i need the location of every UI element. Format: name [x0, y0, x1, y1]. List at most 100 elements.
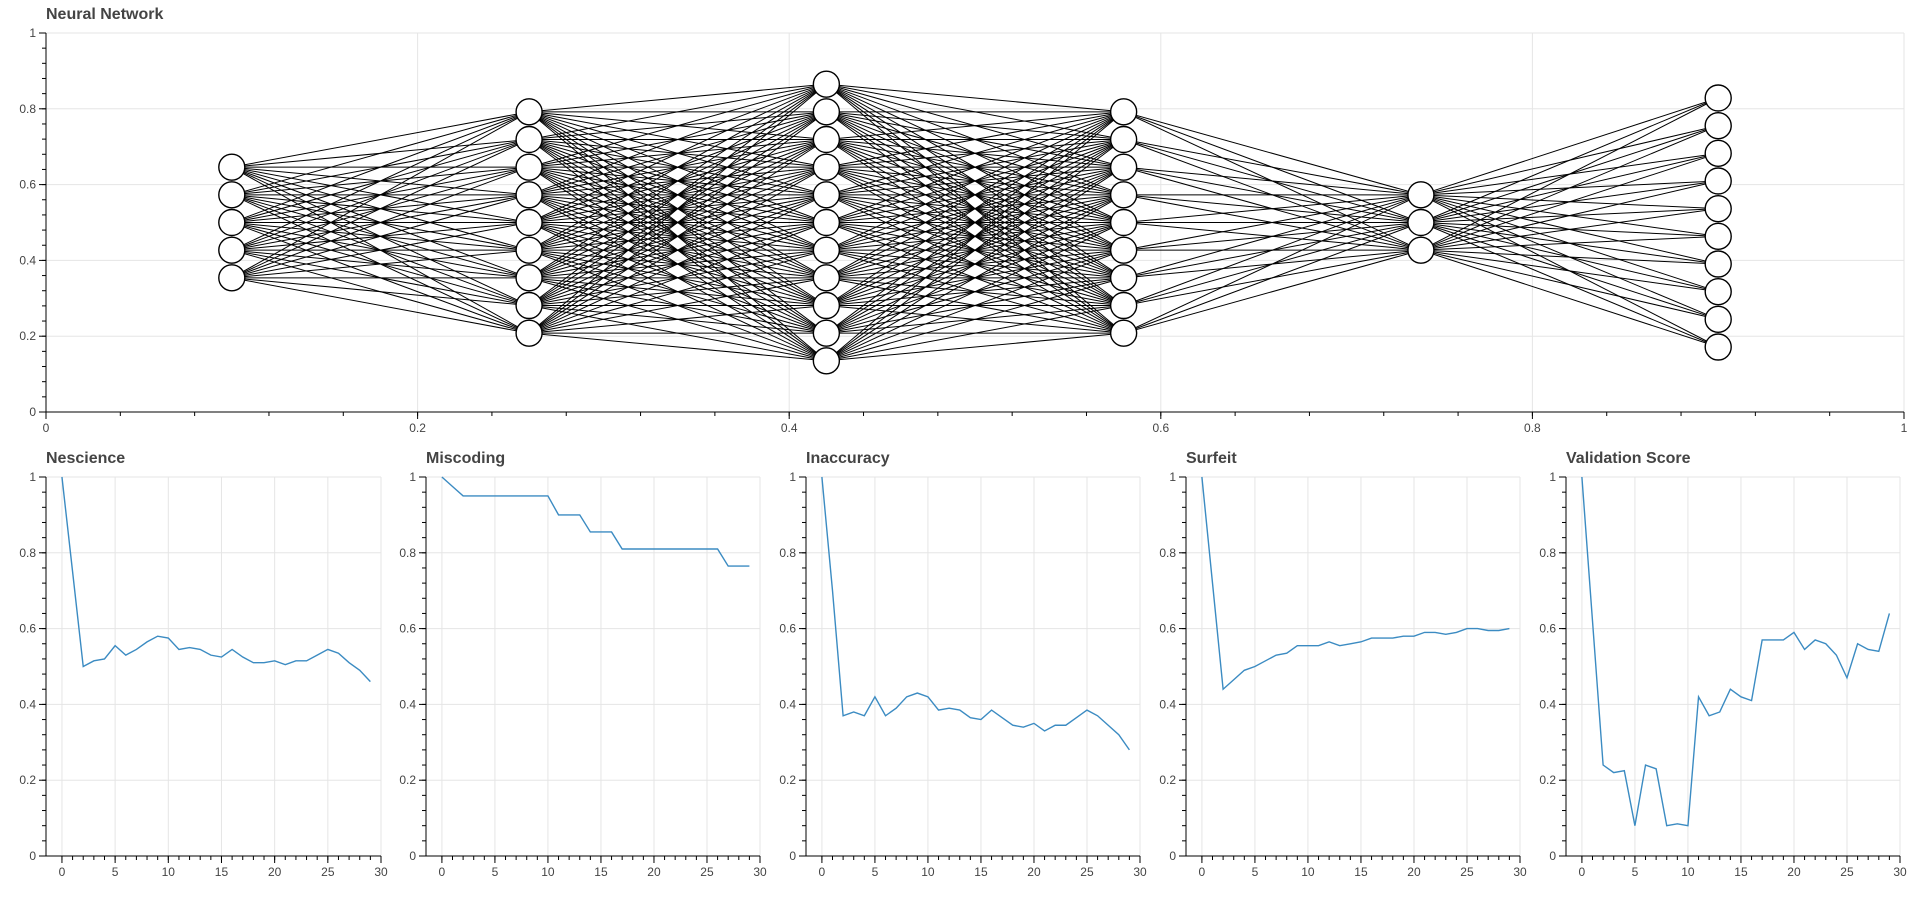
network-node — [515, 208, 543, 237]
x-tick-label: 15 — [215, 865, 229, 879]
network-edge — [528, 222, 827, 334]
x-tick-label: 0 — [43, 421, 50, 435]
network-edge — [826, 166, 1124, 362]
network-node — [812, 347, 841, 375]
x-tick-label: 0.2 — [409, 421, 426, 435]
network-edge — [528, 249, 827, 334]
chart-title: Surfeit — [1186, 450, 1237, 467]
network-edge — [826, 111, 1124, 140]
y-tick-label: 0 — [409, 849, 416, 863]
network-edge — [528, 194, 827, 334]
network-node — [218, 181, 246, 209]
network-edge — [1123, 194, 1422, 251]
y-tick-label: 0.4 — [1539, 697, 1556, 711]
network-node — [1704, 277, 1732, 306]
network-edge — [1420, 97, 1719, 251]
x-tick-label: 0 — [1579, 865, 1586, 879]
network-node — [1109, 98, 1138, 126]
network-node — [1109, 264, 1138, 292]
x-tick-label: 25 — [700, 865, 714, 879]
network-edge — [826, 111, 1124, 196]
network-edge — [231, 249, 530, 279]
network-edge — [528, 139, 827, 334]
x-tick-label: 15 — [1354, 865, 1368, 879]
line-panel-surfeit: Surfeit 0 5 10 15 20 25 30 0 0.2 0.4 0.6 0.8 1 — [1159, 450, 1527, 879]
series-line — [61, 476, 371, 683]
network-edge — [1420, 249, 1719, 293]
network-node — [515, 153, 543, 181]
x-tick-label: 20 — [268, 865, 282, 879]
network-node — [515, 181, 543, 209]
y-tick-label: 0.2 — [19, 329, 36, 343]
x-tick-label: 30 — [753, 865, 767, 879]
network-node — [812, 181, 841, 209]
x-tick-label: 5 — [492, 865, 499, 879]
y-tick-label: 0.6 — [1539, 622, 1556, 636]
y-tick-label: 0.6 — [779, 622, 796, 636]
chart-title: Inaccuracy — [806, 450, 890, 467]
network-edge — [826, 139, 1124, 362]
x-tick-label: 20 — [647, 865, 661, 879]
x-tick-label: 5 — [112, 865, 119, 879]
network-nodes — [218, 70, 1732, 375]
network-edge — [826, 111, 1124, 306]
network-edge — [1420, 249, 1719, 265]
network-edge — [826, 277, 1124, 362]
chart-title: Neural Network — [46, 6, 163, 23]
y-tick-label: 1 — [29, 470, 36, 484]
network-edge — [1420, 180, 1719, 251]
network-edge — [826, 332, 1124, 362]
y-tick-label: 0.4 — [19, 697, 36, 711]
x-tick-label: 0.4 — [781, 421, 798, 435]
x-tick-label: 20 — [1407, 865, 1421, 879]
network-node — [1704, 194, 1732, 223]
y-tick-label: 0 — [789, 849, 796, 863]
network-edge — [1123, 194, 1422, 279]
network-node — [515, 291, 543, 320]
x-tick-label: 1 — [1901, 421, 1908, 435]
network-edge — [528, 277, 827, 334]
network-edge — [1123, 222, 1422, 334]
network-edge — [1420, 249, 1719, 348]
network-edge — [1123, 194, 1422, 306]
x-tick-label: 0 — [1199, 865, 1206, 879]
network-edge — [1123, 111, 1422, 196]
network-edge — [826, 83, 1124, 113]
y-tick-label: 1 — [29, 26, 36, 40]
y-tick-label: 0.8 — [1539, 546, 1556, 560]
network-node — [1704, 250, 1732, 278]
y-tick-label: 0.6 — [1159, 622, 1176, 636]
network-edge — [1420, 97, 1719, 223]
y-tick-label: 0 — [29, 849, 36, 863]
x-tick-label: 0 — [819, 865, 826, 879]
chart-title: Miscoding — [426, 450, 505, 467]
network-edge — [528, 83, 827, 279]
network-edge — [231, 166, 530, 279]
network-edge — [826, 111, 1124, 223]
y-tick-label: 0 — [1549, 849, 1556, 863]
network-edge — [826, 305, 1124, 362]
network-edge — [528, 111, 827, 334]
network-node — [812, 291, 841, 320]
network-node — [812, 208, 841, 237]
network-node — [1704, 222, 1732, 251]
network-edge — [529, 83, 827, 113]
y-tick-label: 0.2 — [19, 773, 36, 787]
y-tick-label: 0.6 — [19, 178, 36, 192]
network-edge — [826, 249, 1124, 362]
x-tick-label: 20 — [1787, 865, 1801, 879]
x-tick-label: 25 — [1840, 865, 1854, 879]
network-edge — [1420, 97, 1719, 196]
network-edge — [528, 166, 827, 334]
y-tick-label: 0.8 — [19, 102, 36, 116]
y-tick-label: 1 — [1549, 470, 1556, 484]
network-edge — [528, 83, 827, 223]
network-edge — [231, 111, 530, 223]
network-edge — [826, 111, 1124, 362]
x-tick-label: 0 — [439, 865, 446, 879]
y-tick-label: 0.4 — [779, 697, 796, 711]
network-edge — [1420, 125, 1719, 251]
network-edge — [529, 305, 827, 334]
x-tick-label: 25 — [1460, 865, 1474, 879]
x-tick-label: 5 — [1632, 865, 1639, 879]
